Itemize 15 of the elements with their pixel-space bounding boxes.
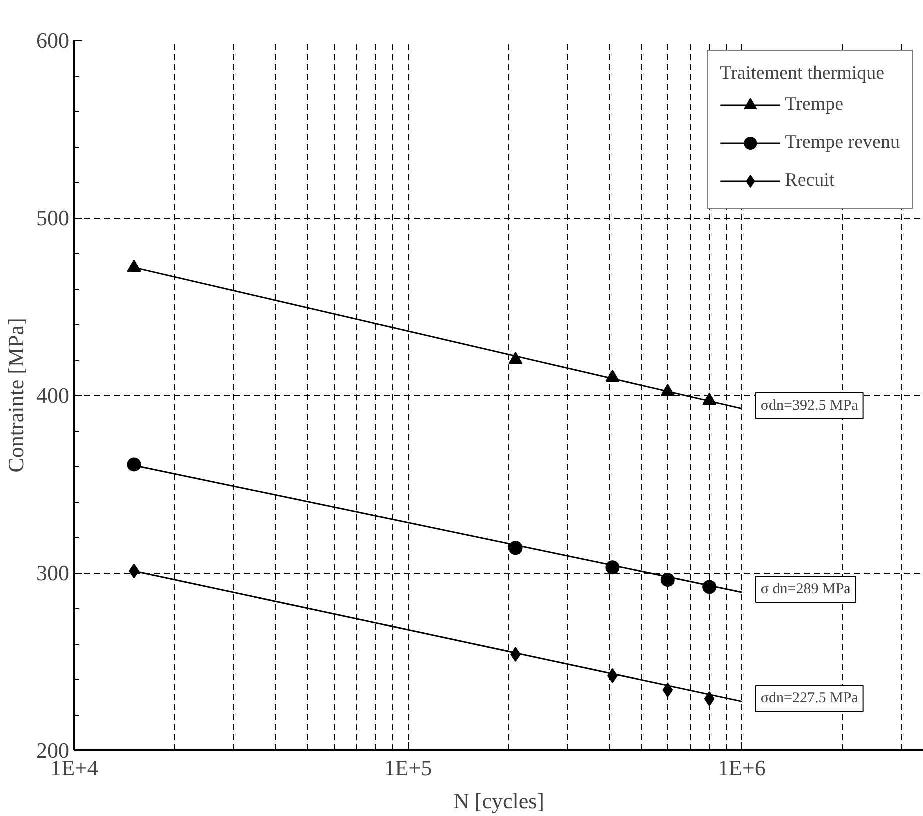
legend-title: Traitement thermique	[720, 63, 886, 85]
annotation: σdn=392.5 MPa	[760, 398, 859, 414]
legend-label: Trempe revenu	[785, 132, 900, 154]
y-tick-label: 300	[36, 560, 70, 586]
y-tick-label: 500	[36, 206, 70, 230]
y-tick-label: 400	[36, 383, 70, 408]
y-tick-label: 600	[36, 28, 70, 53]
annotation: σdn=227.5 MPa	[760, 690, 859, 707]
x-axis-title: N [cycles]	[453, 788, 545, 814]
annotation: σ dn=289 MPa	[760, 582, 852, 598]
legend-label: Recuit	[785, 170, 835, 192]
y-axis-title: Contrainte [MPa]	[4, 318, 28, 473]
x-tick-label: 1E+5	[384, 756, 432, 780]
x-tick-label: 1E+6	[718, 756, 766, 780]
legend-label: Trempe	[785, 94, 844, 116]
